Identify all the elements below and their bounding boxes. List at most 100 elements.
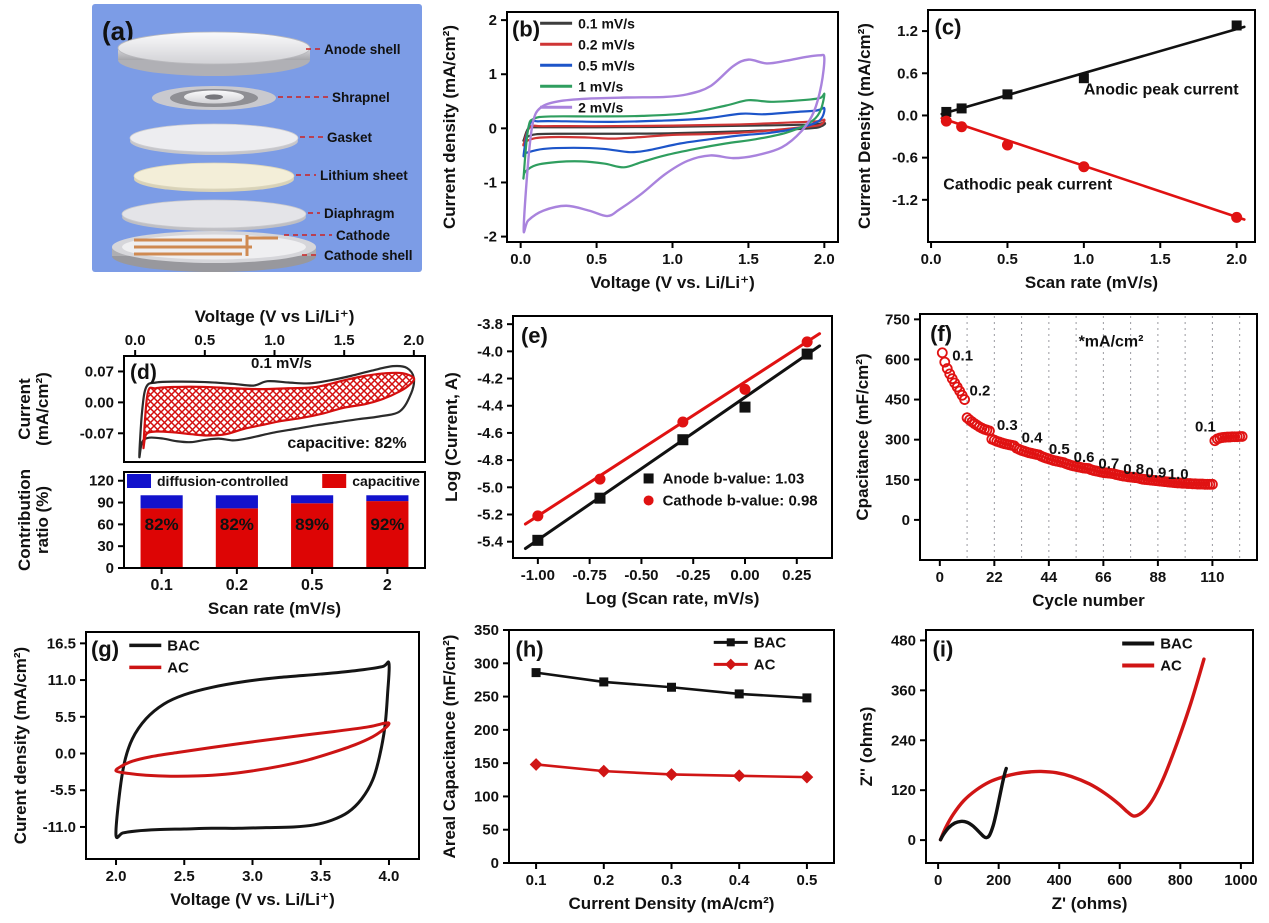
svg-text:0.00: 0.00 [730, 567, 759, 584]
svg-text:0.0: 0.0 [921, 251, 942, 268]
svg-text:2.0: 2.0 [106, 868, 127, 885]
svg-text:0.1: 0.1 [526, 872, 547, 889]
svg-text:Current: Current [15, 378, 34, 440]
svg-text:ratio (%): ratio (%) [33, 486, 52, 554]
panel-c: 0.0 0.5 1.0 1.5 2.0 1.2 0.6 0.0 -0.6 -1.2 Scan rat… [848, 0, 1269, 300]
panel-i: 0 200 400 600 800 1000 0 120 240 360 480 Z' (ohms) Z… [848, 618, 1269, 923]
svg-text:-5.4: -5.4 [477, 534, 504, 551]
svg-text:60: 60 [97, 516, 114, 533]
svg-text:AC: AC [167, 659, 189, 676]
svg-text:150: 150 [885, 472, 910, 489]
component-label-gasket: Gasket [327, 130, 373, 145]
svg-text:Current density (mA/cm²): Current density (mA/cm²) [440, 25, 459, 229]
svg-text:Scan rate (mV/s): Scan rate (mV/s) [208, 599, 341, 618]
svg-text:(h): (h) [516, 637, 544, 662]
svg-text:-0.25: -0.25 [676, 567, 710, 584]
svg-text:0.0: 0.0 [897, 107, 918, 124]
svg-text:0.5: 0.5 [997, 251, 1018, 268]
panel-g: 2.0 2.5 3.0 3.5 4.0 16.5 11.0 5.5 0.0 -5.5 -11.0 Vo… [0, 618, 433, 923]
gasket-disc [129, 123, 299, 155]
svg-text:Anodic peak current: Anodic peak current [1084, 81, 1239, 98]
svg-text:0.0: 0.0 [125, 332, 146, 349]
svg-text:1.2: 1.2 [897, 23, 918, 40]
svg-text:1.0: 1.0 [264, 332, 285, 349]
svg-text:-1.2: -1.2 [892, 192, 918, 209]
svg-text:66: 66 [1095, 569, 1112, 586]
svg-text:-5.0: -5.0 [477, 479, 503, 496]
svg-text:2.0: 2.0 [814, 251, 835, 268]
svg-text:88: 88 [1150, 569, 1167, 586]
svg-text:Z' (ohms): Z' (ohms) [1052, 894, 1128, 913]
svg-text:200: 200 [986, 872, 1011, 889]
svg-text:0.00: 0.00 [85, 394, 114, 411]
svg-text:0.4: 0.4 [729, 872, 751, 889]
svg-text:2.0: 2.0 [403, 332, 424, 349]
component-label-lithium-sheet: Lithium sheet [320, 168, 408, 183]
svg-text:350: 350 [474, 622, 499, 639]
svg-text:0.5: 0.5 [194, 332, 215, 349]
cathode-shell-disc [112, 231, 316, 272]
svg-text:90: 90 [97, 495, 114, 512]
svg-text:44: 44 [1041, 569, 1058, 586]
svg-text:400: 400 [1047, 872, 1072, 889]
svg-text:11.0: 11.0 [48, 672, 76, 689]
svg-text:Current Density (mA/cm²): Current Density (mA/cm²) [569, 894, 775, 913]
svg-text:0.2: 0.2 [970, 382, 991, 399]
svg-text:1.5: 1.5 [334, 332, 355, 349]
component-label-cathode: Cathode [336, 228, 390, 243]
svg-text:200: 200 [474, 722, 499, 739]
svg-text:(e): (e) [521, 323, 548, 348]
svg-text:Log (Current, A): Log (Current, A) [442, 372, 461, 502]
svg-text:-1: -1 [484, 174, 497, 191]
svg-text:0.2: 0.2 [226, 577, 248, 594]
svg-text:capacitive: capacitive [352, 473, 420, 489]
svg-text:*mA/cm²: *mA/cm² [1079, 334, 1144, 351]
diaphragm-disc [121, 199, 307, 231]
svg-text:0: 0 [936, 569, 944, 586]
svg-text:5.5: 5.5 [55, 709, 76, 726]
svg-text:-4.8: -4.8 [477, 452, 503, 469]
svg-text:-0.50: -0.50 [624, 567, 658, 584]
panel-e: -1.00 -0.75 -0.50 -0.25 0.00 0.25 -5.4 -5.2 -5.0… [433, 300, 848, 618]
svg-text:(g): (g) [91, 636, 119, 661]
svg-text:2.5: 2.5 [174, 868, 195, 885]
svg-text:Contribution: Contribution [15, 469, 34, 571]
svg-text:2: 2 [489, 12, 497, 29]
svg-text:0.4: 0.4 [1022, 429, 1044, 446]
svg-text:Cathodic peak current: Cathodic peak current [943, 176, 1113, 193]
panel-e-chart-svg: -1.00 -0.75 -0.50 -0.25 0.00 0.25 -5.4 -5.2 -5.0… [442, 315, 833, 608]
svg-text:4.0: 4.0 [379, 868, 400, 885]
svg-text:50: 50 [482, 822, 499, 839]
svg-text:2.0: 2.0 [1226, 251, 1247, 268]
svg-text:0.1: 0.1 [1195, 419, 1216, 436]
svg-text:diffusion-controlled: diffusion-controlled [157, 473, 288, 489]
svg-text:Voltage (V vs. Li/Li⁺): Voltage (V vs. Li/Li⁺) [170, 890, 335, 909]
svg-text:0: 0 [491, 855, 499, 872]
svg-text:-0.07: -0.07 [80, 425, 114, 442]
svg-text:600: 600 [885, 351, 910, 368]
svg-text:0.0: 0.0 [510, 251, 531, 268]
svg-text:BAC: BAC [754, 634, 787, 651]
svg-text:0.7: 0.7 [1098, 456, 1119, 473]
anode-shell-disc [117, 31, 311, 76]
svg-text:BAC: BAC [167, 637, 200, 654]
svg-text:2 mV/s: 2 mV/s [578, 99, 623, 115]
svg-text:450: 450 [885, 392, 910, 409]
svg-text:0.3: 0.3 [661, 872, 682, 889]
svg-text:100: 100 [474, 788, 499, 805]
lithium-sheet-disc [133, 162, 295, 192]
svg-text:-4.2: -4.2 [477, 371, 503, 388]
svg-text:-4.4: -4.4 [477, 398, 504, 415]
svg-text:-4.0: -4.0 [477, 343, 503, 360]
svg-text:1.5: 1.5 [1150, 251, 1171, 268]
svg-text:(i): (i) [933, 637, 954, 662]
svg-text:-5.5: -5.5 [50, 782, 76, 799]
panel-d: 0.0 0.5 1.0 1.5 2.0 0.07 0.00 -0.07 Voltage (V v… [0, 300, 433, 618]
svg-text:0.3: 0.3 [997, 417, 1018, 434]
svg-text:-0.75: -0.75 [573, 567, 607, 584]
component-label-cathode-shell: Cathode shell [324, 248, 413, 263]
panel-d-chart-svg: 0.0 0.5 1.0 1.5 2.0 0.07 0.00 -0.07 Voltage (V v… [15, 307, 426, 618]
svg-text:BAC: BAC [1160, 635, 1193, 652]
svg-text:240: 240 [891, 732, 916, 749]
svg-text:(f): (f) [930, 321, 952, 346]
